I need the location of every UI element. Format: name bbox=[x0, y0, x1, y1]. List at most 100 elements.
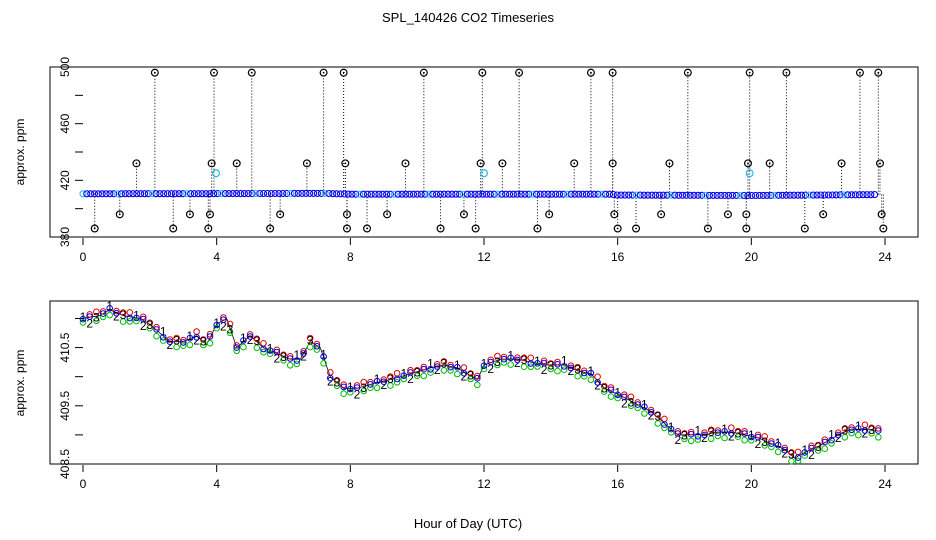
spike-point bbox=[476, 159, 485, 168]
spike-point-center bbox=[748, 71, 751, 74]
baseline-point bbox=[248, 190, 256, 198]
baseline-point bbox=[313, 189, 321, 197]
series-1-marker: 1 bbox=[721, 422, 728, 436]
spike-point bbox=[879, 224, 888, 233]
series-3-marker: 3 bbox=[280, 350, 287, 364]
series-1-point bbox=[407, 366, 414, 374]
series-1-marker: 1 bbox=[374, 372, 381, 386]
baseline-point bbox=[721, 191, 729, 199]
series-2-marker: 2 bbox=[541, 363, 548, 377]
spike-point-center bbox=[422, 71, 425, 74]
baseline-point bbox=[475, 190, 483, 198]
series-2-marker: 2 bbox=[407, 372, 414, 386]
spike-point-center bbox=[877, 71, 880, 74]
series-2-point bbox=[474, 381, 481, 389]
baseline-point bbox=[133, 190, 141, 198]
baseline-point bbox=[552, 190, 560, 198]
baseline-point bbox=[390, 190, 398, 198]
series-2-point bbox=[734, 433, 742, 441]
series-2-point bbox=[868, 430, 875, 437]
spike-point-center bbox=[189, 213, 191, 216]
baseline-point bbox=[744, 191, 752, 200]
spike-point bbox=[608, 159, 617, 168]
baseline-point bbox=[851, 191, 859, 199]
series-1-marker: 1 bbox=[267, 341, 274, 355]
baseline-point bbox=[137, 190, 145, 198]
top-y-tick-label: 420 bbox=[58, 170, 72, 190]
spike-point-center bbox=[518, 71, 520, 74]
spike-point bbox=[185, 210, 194, 219]
series-2-point bbox=[601, 388, 608, 395]
series-2-marker: 2 bbox=[835, 431, 842, 445]
spike-point-center bbox=[342, 71, 345, 74]
series-2-point bbox=[146, 324, 154, 332]
spike-point-center bbox=[305, 162, 308, 165]
baseline-point bbox=[336, 190, 345, 198]
series-2-marker: 2 bbox=[167, 338, 174, 352]
series-3-point bbox=[133, 314, 140, 322]
baseline-point bbox=[659, 191, 667, 199]
series-3-point bbox=[587, 369, 595, 377]
baseline-point bbox=[690, 191, 698, 199]
series-3-point bbox=[754, 433, 762, 441]
series-3-point bbox=[447, 363, 454, 371]
top-x-tick-label: 24 bbox=[878, 250, 892, 264]
baseline-point bbox=[229, 190, 237, 198]
baseline-point bbox=[298, 189, 306, 197]
baseline-point bbox=[79, 190, 87, 198]
spike-point bbox=[478, 68, 487, 77]
series-3-point bbox=[86, 313, 93, 320]
spike-point-center bbox=[613, 213, 616, 216]
series-3-point bbox=[367, 381, 374, 388]
series-3-point bbox=[213, 321, 220, 329]
baseline-point bbox=[432, 190, 441, 198]
spike-point bbox=[613, 224, 622, 233]
baseline-point bbox=[529, 190, 537, 198]
baseline-point bbox=[598, 190, 606, 198]
series-2-point bbox=[654, 420, 662, 427]
baseline-point bbox=[536, 190, 544, 198]
baseline-point bbox=[117, 190, 125, 198]
series-3-marker: 3 bbox=[654, 410, 661, 424]
baseline-point bbox=[283, 189, 291, 198]
spike-point bbox=[339, 68, 348, 77]
series-1-marker: 1 bbox=[400, 367, 407, 381]
series-3-point bbox=[875, 427, 882, 434]
series-2-marker: 2 bbox=[514, 356, 521, 370]
series-3-point bbox=[774, 441, 782, 449]
spike-point-center bbox=[785, 71, 788, 74]
series-2-point bbox=[527, 363, 535, 371]
spike-point-center bbox=[135, 162, 138, 165]
baseline-point bbox=[375, 190, 383, 198]
baseline-point bbox=[440, 190, 448, 198]
series-1-marker: 1 bbox=[320, 347, 327, 361]
baseline-point bbox=[444, 190, 452, 198]
series-2-point bbox=[667, 429, 675, 436]
baseline-point bbox=[759, 191, 767, 199]
spike-point bbox=[498, 159, 507, 168]
series-3-marker: 3 bbox=[601, 381, 608, 395]
series-3-point bbox=[400, 372, 408, 380]
series-1-point bbox=[788, 449, 795, 456]
series-2-point bbox=[420, 372, 428, 380]
series-3-point bbox=[674, 430, 682, 437]
series-3-point bbox=[514, 356, 521, 364]
series-3-point bbox=[834, 431, 842, 439]
series-2-marker: 2 bbox=[621, 397, 628, 411]
series-2-point bbox=[554, 367, 561, 375]
series-2-point bbox=[721, 434, 728, 442]
series-2-point bbox=[206, 339, 214, 347]
baseline-point bbox=[648, 191, 656, 199]
spike-point-center bbox=[269, 227, 272, 230]
series-2-point bbox=[507, 361, 515, 368]
bottom-x-tick-label: 20 bbox=[745, 477, 759, 491]
baseline-point bbox=[705, 191, 713, 199]
top-x-tick-label: 0 bbox=[80, 250, 87, 264]
series-2-point bbox=[714, 432, 722, 440]
baseline-point bbox=[252, 189, 260, 198]
series-3-marker: 3 bbox=[842, 424, 849, 438]
series-2-marker: 2 bbox=[808, 448, 815, 462]
series-3-marker: 3 bbox=[521, 353, 528, 367]
series-1-point bbox=[701, 429, 708, 437]
series-1-point bbox=[540, 357, 548, 365]
